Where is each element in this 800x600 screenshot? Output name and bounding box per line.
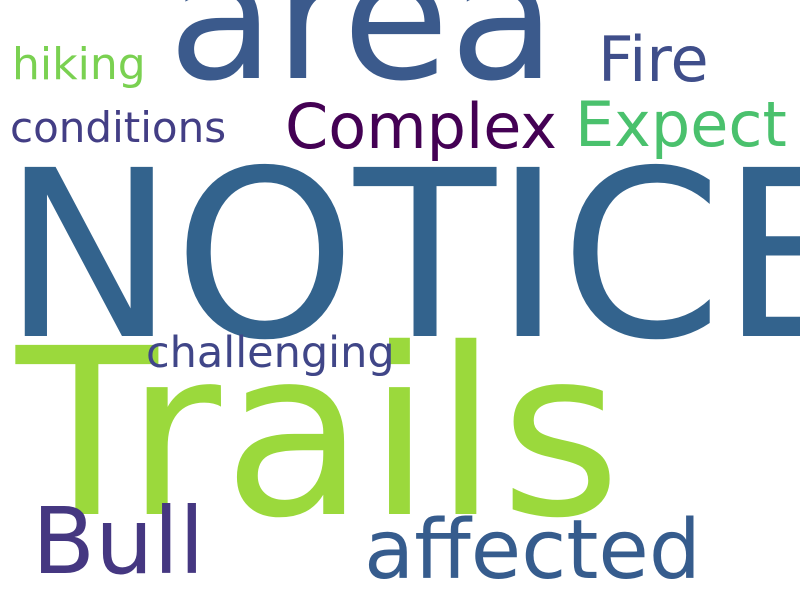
word-trails: Trails — [16, 299, 623, 569]
word-notice: NOTICE — [2, 121, 800, 391]
word-complex: Complex — [285, 90, 557, 163]
word-bull: Bull — [32, 488, 205, 595]
word-conditions: conditions — [10, 103, 227, 152]
word-challenging: challenging — [146, 328, 395, 378]
word-hiking: hiking — [12, 39, 146, 90]
word-affected: affected — [364, 503, 701, 598]
word-fire: Fire — [598, 23, 709, 96]
word-expect: Expect — [575, 88, 787, 161]
word-area: area — [168, 0, 557, 120]
